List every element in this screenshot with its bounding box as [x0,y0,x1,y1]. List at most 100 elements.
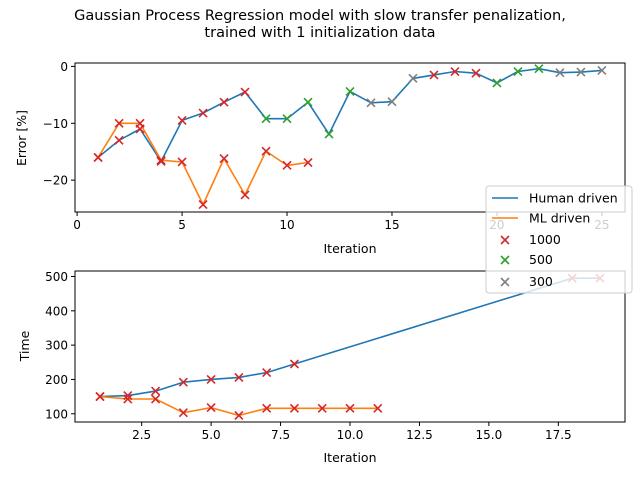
legend-1000-x-icon [500,235,510,245]
error-ml-point-marker [282,160,292,170]
time-ml-series-line [99,395,378,417]
error-human-series-line [97,67,602,163]
time-human-point-marker [150,386,161,396]
time-x-tick-label: 7.5 [271,428,290,442]
time-y-tick-label: 400 [45,304,68,318]
time-y-axis-label: Time [17,330,32,362]
time-human-point-marker [123,391,133,401]
error-x-tick-label: 10 [279,218,294,232]
time-human-series-line [99,277,600,398]
error-ml-point-marker [219,153,229,164]
time-y-tick-label: 200 [45,373,68,387]
time-y-ticks: 100 200 300 400 500 [45,270,75,421]
error-human-point-marker [324,129,334,139]
time-x-tick-label: 15.0 [476,428,503,442]
error-human-point-marker [198,108,208,118]
legend-ml-label: ML driven [529,211,590,226]
error-human-point-marker [177,115,187,126]
error-y-tick-label: −20 [43,174,68,188]
error-human-point-marker [156,156,166,166]
error-ml-point-marker [240,190,250,200]
figure-title-line-1: Gaussian Process Regression model with s… [74,8,566,24]
error-x-tick-label: 5 [178,218,186,232]
error-x-tick-label: 0 [73,218,81,232]
time-y-tick-label: 300 [45,339,68,353]
error-ml-point-marker [135,118,145,128]
error-human-point-marker [219,97,229,107]
time-x-tick-label: 2.5 [132,428,151,442]
error-y-tick-label: 0 [60,60,68,74]
time-x-axis-label: Iteration [323,450,376,465]
error-plot-frame [74,62,626,213]
error-ml-point-marker [93,152,103,162]
time-human-point-marker [178,377,188,387]
error-x-axis-label: Iteration [323,241,376,256]
time-ml-point-marker [123,394,133,404]
error-human-point-marker [366,98,376,108]
time-ml-point-marker [373,403,383,413]
error-human-point-marker [114,135,124,145]
time-x-tick-label: 17.5 [545,428,572,442]
error-ml-point-marker [198,200,208,210]
time-ml-point-marker [95,392,105,402]
error-human-point-marker [429,70,439,80]
time-ml-point-marker [289,403,300,413]
error-human-point-marker [534,64,544,74]
error-y-tick-label: −10 [43,117,68,131]
error-series-markers [93,64,607,210]
time-ml-point-marker [206,403,216,413]
legend-500-x-icon [500,255,510,265]
time-series-markers [95,273,605,421]
legend-500-marker [500,255,510,265]
time-y-tick-label: 500 [45,270,68,284]
legend-300-x-icon [500,277,510,287]
legend-1000-label: 1000 [529,232,561,247]
error-human-point-marker [471,68,481,78]
time-human-point-marker [262,368,272,378]
legend-human-label: Human driven [529,191,618,206]
error-human-point-marker [345,86,355,97]
time-x-tick-label: 5.0 [202,428,221,442]
time-human-point-marker [206,374,216,385]
time-human-point-marker [234,372,244,382]
time-ml-point-marker [234,410,244,421]
error-ml-point-marker [177,157,187,167]
legend: Human driven ML driven 1000 500 300 [485,185,633,294]
figure-title: Gaussian Process Regression model with s… [0,8,640,42]
error-y-ticks: 0 −10 −20 [43,60,75,188]
error-human-point-marker [555,68,565,78]
error-human-point-marker [303,97,313,107]
legend-300-marker [500,277,510,287]
time-ml-point-marker [262,403,272,413]
error-ml-point-marker [261,146,271,156]
error-y-axis-label: Error [%] [14,110,29,166]
time-y-tick-label: 100 [45,407,68,421]
error-human-point-marker [261,114,271,124]
figure-title-line-2: trained with 1 initialization data [204,25,436,41]
error-human-point-marker [597,65,607,75]
error-x-tick-label: 15 [384,218,399,232]
error-ml-point-marker [303,157,313,168]
time-human-point-marker [289,359,300,369]
error-ml-point-marker [114,118,124,128]
legend-300-label: 300 [529,274,553,289]
error-human-point-marker [492,78,502,88]
legend-1000-marker [500,235,510,245]
time-ml-point-marker [345,403,355,413]
error-human-point-marker [513,66,523,77]
time-x-tick-label: 10.0 [337,428,364,442]
error-human-point-marker [387,97,397,107]
time-ml-point-marker [150,394,161,404]
time-subplot: 2.5 5.0 7.5 10.0 12.5 15.0 17.5 100 200 300 400 50… [17,270,626,465]
error-human-point-marker [450,66,460,77]
legend-500-label: 500 [529,252,553,267]
legend-box [485,185,633,294]
time-x-tick-label: 12.5 [406,428,433,442]
time-ml-point-marker [178,408,188,418]
error-human-point-marker [576,67,586,77]
error-human-point-marker [282,114,292,124]
error-ml-point-marker [156,155,166,165]
error-series-lines [97,67,602,206]
time-series-lines [99,277,600,417]
